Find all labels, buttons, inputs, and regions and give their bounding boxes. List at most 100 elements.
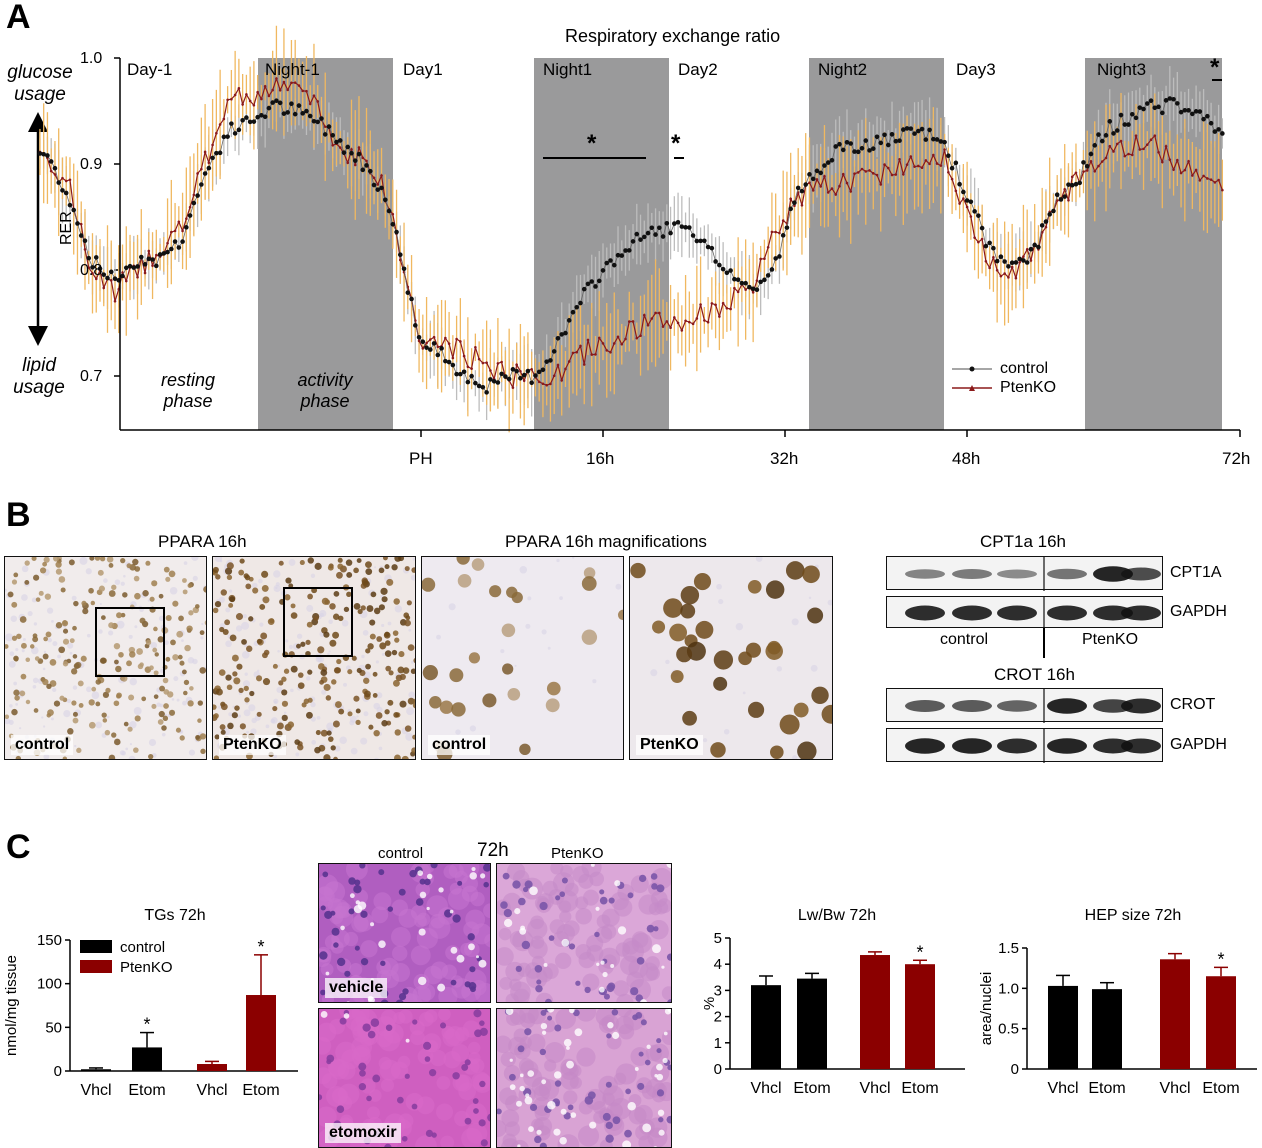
control-point bbox=[784, 225, 790, 230]
control-point bbox=[916, 128, 921, 134]
ptenko-point bbox=[917, 164, 920, 168]
ptenko-point bbox=[147, 249, 151, 253]
control-point bbox=[187, 213, 193, 218]
control-point bbox=[994, 258, 1000, 264]
ptenko-point bbox=[312, 94, 316, 98]
control-point bbox=[901, 127, 906, 132]
ptenko-point bbox=[759, 257, 762, 261]
ptenko-point bbox=[173, 229, 177, 233]
ptenko-point bbox=[973, 236, 976, 239]
ptenko-point bbox=[1153, 134, 1157, 138]
control-point bbox=[458, 371, 463, 377]
significance-star: * bbox=[257, 937, 264, 957]
chart-ylabel: % bbox=[701, 997, 718, 1010]
x-tick-48h: 48h bbox=[952, 449, 981, 468]
control-point bbox=[1092, 143, 1098, 148]
ptenko-point bbox=[582, 363, 586, 366]
ptenko-point bbox=[830, 187, 834, 190]
control-point bbox=[660, 234, 666, 239]
control-point bbox=[634, 231, 640, 237]
chart-y-tick-label: 1.0 bbox=[998, 980, 1019, 997]
ptenko-point bbox=[601, 342, 605, 345]
ptenko-point bbox=[1145, 143, 1149, 146]
control-point bbox=[867, 148, 872, 153]
ptenko-point bbox=[729, 307, 732, 311]
control-point bbox=[123, 265, 129, 271]
glucose-usage-label: glucose usage bbox=[7, 62, 73, 105]
ptenko-point bbox=[849, 190, 853, 193]
label-night-minus1: Night-1 bbox=[265, 60, 320, 79]
ptenko-point bbox=[237, 86, 241, 90]
ptenko-point bbox=[871, 172, 875, 175]
control-point bbox=[1028, 246, 1034, 252]
control-point bbox=[1099, 138, 1105, 144]
control-point bbox=[735, 277, 741, 282]
ptenko-point bbox=[706, 320, 710, 324]
control-point bbox=[758, 279, 763, 285]
ptenko-point bbox=[571, 351, 575, 355]
control-point bbox=[769, 267, 775, 272]
ptenko-point bbox=[1202, 174, 1205, 178]
control-point bbox=[698, 238, 703, 244]
control-point bbox=[1066, 182, 1071, 187]
ptenko-point bbox=[252, 103, 256, 107]
ptenko-point bbox=[530, 367, 533, 371]
x-category-label: Vhcl bbox=[859, 1080, 890, 1097]
control-point bbox=[1133, 115, 1139, 121]
control-point bbox=[1156, 104, 1161, 110]
ptenko-point bbox=[808, 181, 811, 184]
control-point bbox=[1205, 113, 1210, 119]
ptenko-point bbox=[1115, 142, 1119, 146]
ptenko-point bbox=[654, 311, 657, 315]
control-point bbox=[1032, 242, 1037, 248]
control-point bbox=[1062, 194, 1068, 199]
ptenko-point bbox=[890, 173, 894, 177]
control-point bbox=[514, 368, 519, 374]
ptenko-point bbox=[102, 286, 106, 290]
ptenko-point bbox=[455, 337, 458, 341]
ptenko-point bbox=[301, 89, 305, 93]
ptenko-point bbox=[357, 146, 361, 149]
control-point bbox=[946, 153, 951, 159]
control-point bbox=[416, 335, 422, 340]
control-point bbox=[484, 390, 489, 395]
control-point bbox=[540, 367, 546, 373]
control-point bbox=[247, 119, 253, 125]
control-point bbox=[987, 240, 992, 246]
ptenko-point bbox=[436, 345, 440, 349]
control-point bbox=[435, 352, 441, 358]
ptenko-point bbox=[417, 339, 421, 343]
control-point bbox=[1039, 223, 1045, 228]
control-point bbox=[191, 200, 197, 206]
ptenko-point bbox=[241, 103, 244, 106]
crot-blot bbox=[886, 688, 1163, 723]
control-point bbox=[1160, 110, 1165, 116]
control-point bbox=[931, 136, 936, 142]
ptenko-point bbox=[811, 189, 815, 192]
chart-y-tick-label: 0.5 bbox=[998, 1021, 1019, 1038]
control-point bbox=[604, 260, 610, 266]
control-point bbox=[566, 318, 572, 323]
histo-72h-header: 72h bbox=[477, 840, 509, 861]
control-point bbox=[48, 159, 54, 164]
control-point bbox=[578, 300, 583, 306]
control-point bbox=[690, 233, 696, 238]
night-shading-2 bbox=[809, 58, 944, 430]
control-point bbox=[927, 127, 932, 133]
control-point bbox=[795, 185, 801, 191]
ptenko-point bbox=[909, 155, 913, 158]
bar-1 bbox=[1092, 989, 1122, 1069]
ptenko-point bbox=[763, 257, 766, 260]
ptenko-point bbox=[781, 219, 785, 222]
control-point bbox=[382, 197, 388, 203]
control-point bbox=[574, 304, 580, 310]
ptenko-point bbox=[609, 350, 612, 354]
ptenko-point bbox=[511, 386, 515, 389]
ptenko-point bbox=[1191, 174, 1194, 177]
control-point bbox=[1163, 98, 1169, 103]
bar-2 bbox=[197, 1064, 227, 1071]
control-point bbox=[837, 141, 842, 147]
ptenko-point bbox=[308, 102, 312, 106]
ptenko-point bbox=[1014, 276, 1018, 280]
x-category-label: Etom bbox=[1202, 1080, 1239, 1097]
